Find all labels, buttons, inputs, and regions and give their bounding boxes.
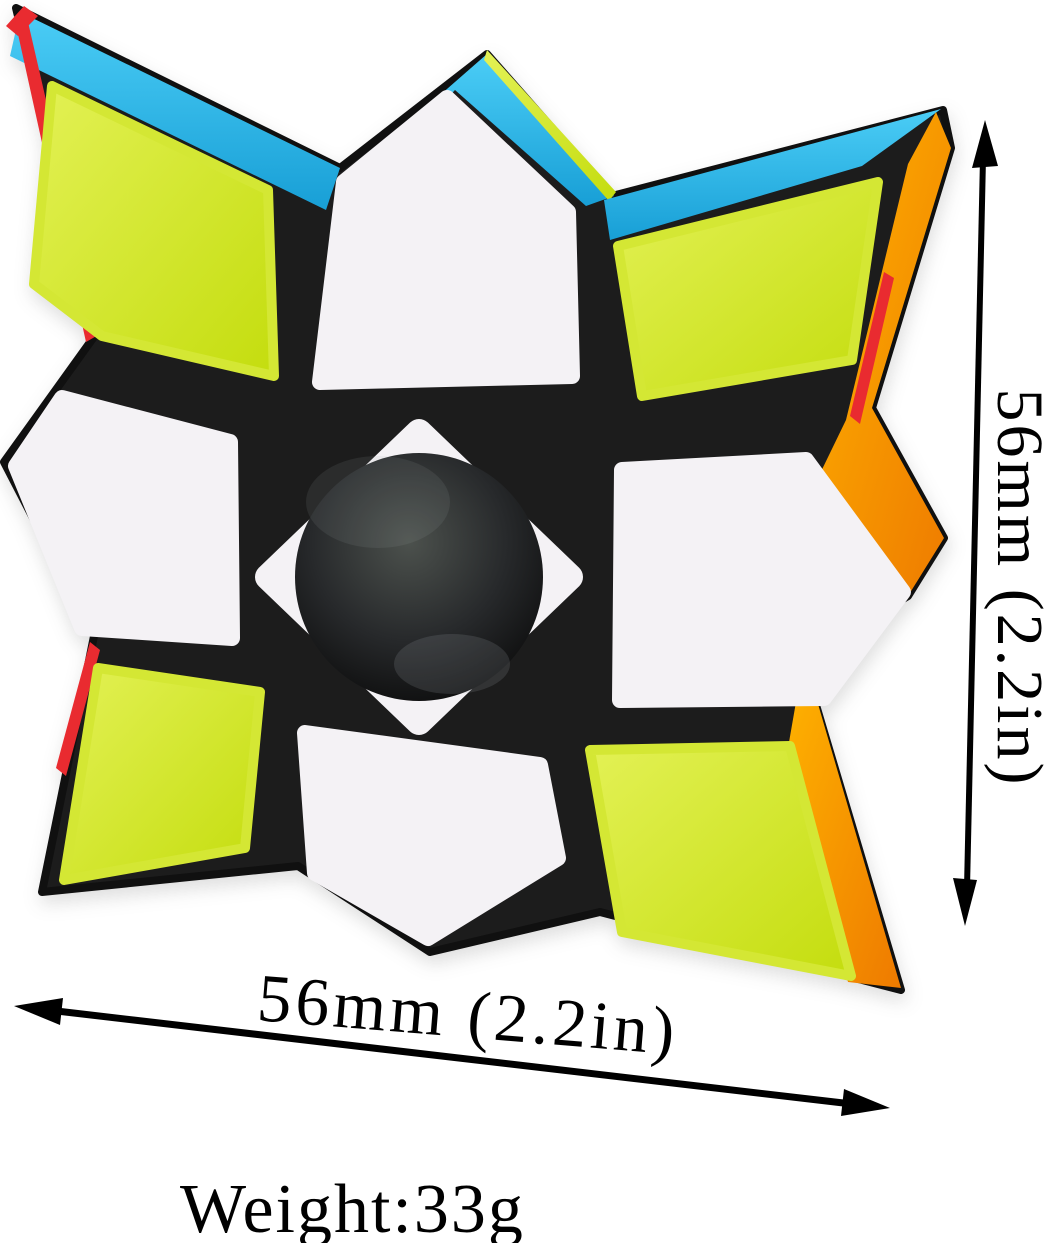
spinner-knob-sheen [394,634,510,694]
sticker-edge-bottom [297,725,566,946]
sticker-corner-bottom-right [585,741,856,981]
side-face-yellow-sliver-top [484,50,616,201]
weight-label: Weight:33g [180,1171,525,1243]
height-arrow-head-up [972,120,998,168]
side-face-red-lower-left [56,642,100,776]
side-face-red-right-sliver [850,272,894,424]
sticker-edge-left [8,390,240,646]
spinner-knob [295,453,543,701]
height-arrow-line [964,157,986,889]
side-face-blue-top-left [10,12,340,210]
side-face-orange-right [814,112,951,596]
sticker-edge-top [312,90,580,390]
width-arrow-head-right [841,1089,890,1116]
sticker-corner-top-left [29,81,279,381]
width-arrow-line [47,1006,853,1108]
spinner-knob-highlight [306,456,450,548]
side-face-orange-bottom-right [788,656,901,988]
side-face-blue-top-right [604,109,941,240]
spinner-cube [0,4,955,994]
height-arrow-head-down [953,878,977,926]
width-dimension-label: 56mm (2.2in) [255,959,682,1069]
height-dimension-label: 56mm (2.2in) [983,389,1056,788]
width-arrow-head-left [14,998,63,1025]
sticker-corner-bottom-left [59,663,265,885]
sticker-edge-right [612,452,911,708]
side-face-blue-top-center [352,54,614,206]
sticker-corner-top-right [613,177,883,401]
